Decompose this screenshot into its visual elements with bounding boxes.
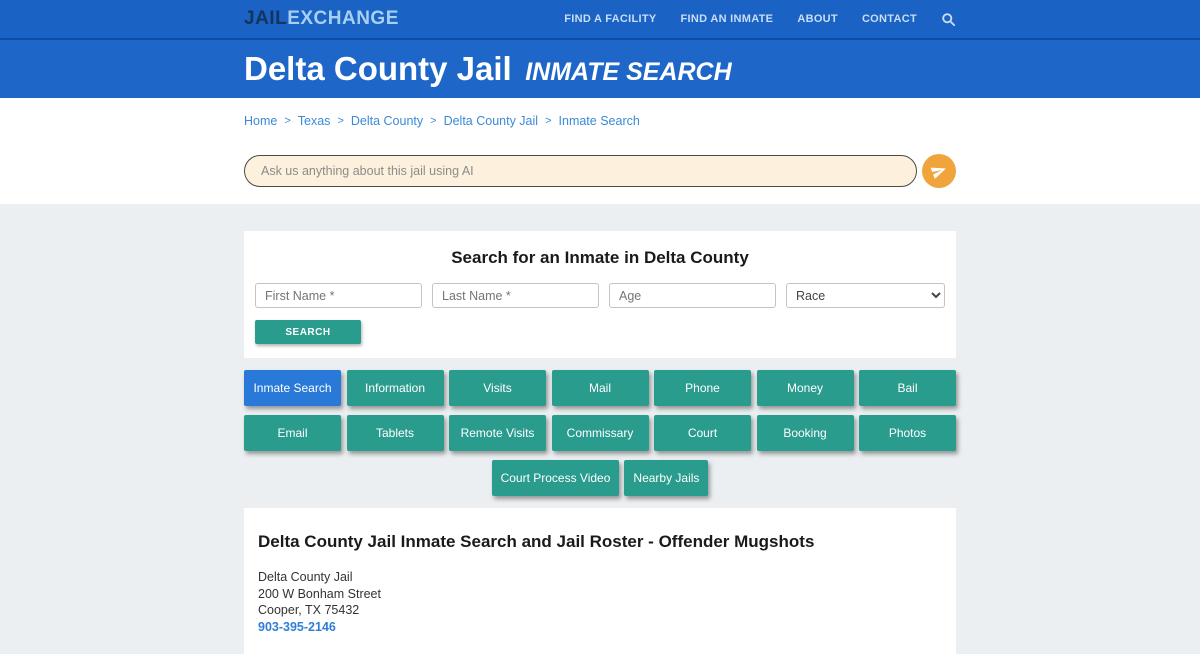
breadcrumb-texas[interactable]: Texas <box>297 114 331 128</box>
inmate-search-card: Search for an Inmate in Delta County Rac… <box>244 231 956 358</box>
jail-info-heading: Delta County Jail Inmate Search and Jail… <box>258 532 815 551</box>
age-field[interactable] <box>609 283 776 308</box>
breadcrumb-ai-section: Home > Texas > Delta County > Delta Coun… <box>0 98 1200 204</box>
tab-email[interactable]: Email <box>244 415 341 451</box>
tab-bail[interactable]: Bail <box>859 370 956 406</box>
phone-link[interactable]: 903-395-2146 <box>258 619 336 634</box>
address-line-street: 200 W Bonham Street <box>258 586 381 601</box>
breadcrumb-inmate-search-current: Inmate Search <box>558 114 640 128</box>
logo-text-jail: JAIL <box>244 8 288 29</box>
paper-plane-icon <box>930 163 947 179</box>
search-icon[interactable] <box>941 12 956 27</box>
breadcrumb-separator: > <box>545 115 552 127</box>
jail-address: Delta County Jail 200 W Bonham Street Co… <box>258 570 942 634</box>
ai-question-input[interactable] <box>244 155 917 187</box>
first-name-field[interactable] <box>255 283 422 308</box>
tab-booking[interactable]: Booking <box>756 415 854 451</box>
tab-mail[interactable]: Mail <box>551 370 649 406</box>
address-line-name: Delta County Jail <box>258 570 353 584</box>
address-line-city: Cooper, TX 75432 <box>258 603 360 617</box>
jail-info-card: Delta County Jail Inmate Search and Jail… <box>244 508 956 654</box>
breadcrumb-delta-county-jail[interactable]: Delta County Jail <box>443 114 539 128</box>
quick-links-row3: Court Process Video Nearby Jails <box>244 460 956 496</box>
tab-money[interactable]: Money <box>756 370 854 406</box>
nav-find-a-facility[interactable]: FIND A FACILITY <box>564 13 657 25</box>
breadcrumb-home[interactable]: Home <box>244 114 278 128</box>
search-button[interactable]: SEARCH <box>255 320 361 344</box>
tab-court[interactable]: Court <box>654 415 751 451</box>
inmate-search-form: Race <box>255 283 945 308</box>
page-title: Delta County Jail <box>244 50 512 87</box>
breadcrumb-separator: > <box>284 115 291 127</box>
tab-nearby-jails[interactable]: Nearby Jails <box>624 460 709 496</box>
page-banner: Delta County Jail INMATE SEARCH <box>0 40 1200 98</box>
page-subtitle: INMATE SEARCH <box>525 58 732 86</box>
breadcrumb-separator: > <box>337 115 344 127</box>
tab-tablets[interactable]: Tablets <box>346 415 444 451</box>
breadcrumb: Home > Texas > Delta County > Delta Coun… <box>244 98 956 128</box>
race-select[interactable]: Race <box>786 283 945 308</box>
tab-commissary[interactable]: Commissary <box>551 415 649 451</box>
inmate-search-title: Search for an Inmate in Delta County <box>451 248 749 267</box>
nav-find-an-inmate[interactable]: FIND AN INMATE <box>680 13 774 25</box>
logo-text-exchange: EXCHANGE <box>287 8 399 29</box>
quick-links-grid: Inmate Search Information Visits Mail Ph… <box>244 370 956 451</box>
tab-court-process-video[interactable]: Court Process Video <box>491 460 620 496</box>
top-header: JAILEXCHANGE FIND A FACILITY FIND AN INM… <box>0 0 1200 40</box>
nav-contact[interactable]: CONTACT <box>861 13 917 25</box>
tab-remote-visits[interactable]: Remote Visits <box>449 415 546 451</box>
breadcrumb-delta-county[interactable]: Delta County <box>350 114 424 128</box>
nav-about[interactable]: ABOUT <box>797 13 838 25</box>
main-nav: FIND A FACILITY FIND AN INMATE ABOUT CON… <box>564 12 956 27</box>
ai-search-bar <box>244 154 956 188</box>
tab-information[interactable]: Information <box>346 370 444 406</box>
tab-visits[interactable]: Visits <box>449 370 546 406</box>
breadcrumb-separator: > <box>430 115 437 127</box>
last-name-field[interactable] <box>432 283 599 308</box>
ai-send-button[interactable] <box>922 154 956 188</box>
jailexchange-logo[interactable]: JAILEXCHANGE <box>244 8 399 30</box>
tab-photos[interactable]: Photos <box>859 415 956 451</box>
tab-phone[interactable]: Phone <box>654 370 751 406</box>
tab-inmate-search[interactable]: Inmate Search <box>244 370 341 406</box>
